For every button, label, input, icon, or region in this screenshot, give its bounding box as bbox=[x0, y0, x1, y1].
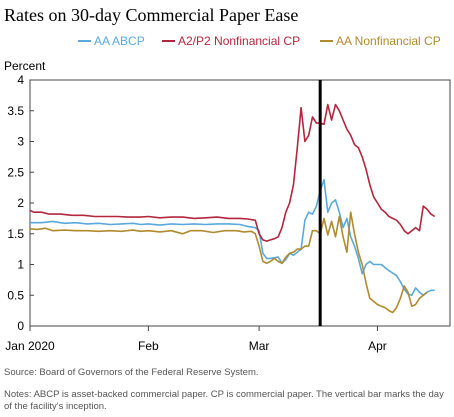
y-tick-label: 1.5 bbox=[7, 227, 24, 241]
y-tick-label: 3.5 bbox=[7, 104, 24, 118]
series-line-aa-nonfinancial-cp bbox=[29, 211, 428, 314]
chart-legend: AA ABCP A2/P2 Nonfinancial CP AA Nonfina… bbox=[0, 34, 454, 50]
y-axis-label: Percent bbox=[4, 59, 46, 73]
legend-swatch bbox=[320, 39, 333, 42]
x-tick-label: Jan 2020 bbox=[5, 339, 55, 353]
legend-swatch bbox=[162, 39, 175, 42]
y-tick-label: 3 bbox=[17, 135, 24, 149]
y-tick-label: 2.5 bbox=[7, 165, 24, 179]
legend-item-a2p2-nonfinancial-cp: A2/P2 Nonfinancial CP bbox=[162, 34, 300, 48]
chart-axes: 0 0.5 1 1.5 2 2.5 3 3.5 4 Jan 2020 Feb Mar Apr bbox=[5, 73, 451, 353]
series-line-aa-abcp bbox=[30, 178, 435, 297]
y-tick-label: 1 bbox=[17, 258, 24, 272]
chart-series bbox=[29, 80, 436, 326]
notes-text: Notes: ABCP is asset-backed commercial p… bbox=[4, 389, 444, 412]
y-tick-label: 0 bbox=[17, 319, 24, 333]
x-tick-label: Apr bbox=[368, 339, 387, 353]
y-tick-label: 2 bbox=[17, 196, 24, 210]
chart-title: Rates on 30-day Commercial Paper Ease bbox=[4, 5, 299, 25]
legend-item-aa-nonfinancial-cp: AA Nonfinancial CP bbox=[320, 34, 441, 48]
legend-item-aa-abcp: AA ABCP bbox=[78, 34, 145, 48]
x-tick-label: Mar bbox=[249, 339, 270, 353]
plot-frame bbox=[29, 79, 451, 327]
y-tick-label: 0.5 bbox=[7, 288, 24, 302]
legend-label: A2/P2 Nonfinancial CP bbox=[178, 34, 301, 48]
legend-swatch bbox=[78, 39, 91, 42]
series-line-a2-p2-nonfinancial-cp bbox=[29, 103, 436, 242]
legend-label: AA ABCP bbox=[94, 34, 145, 48]
x-tick-label: Feb bbox=[138, 339, 159, 353]
legend-label: AA Nonfinancial CP bbox=[336, 34, 441, 48]
source-note: Source: Board of Governors of the Federa… bbox=[4, 367, 259, 378]
line-chart: 0 0.5 1 1.5 2 2.5 3 3.5 4 Jan 2020 Feb Mar Apr bbox=[5, 73, 451, 353]
y-tick-label: 4 bbox=[17, 73, 24, 87]
